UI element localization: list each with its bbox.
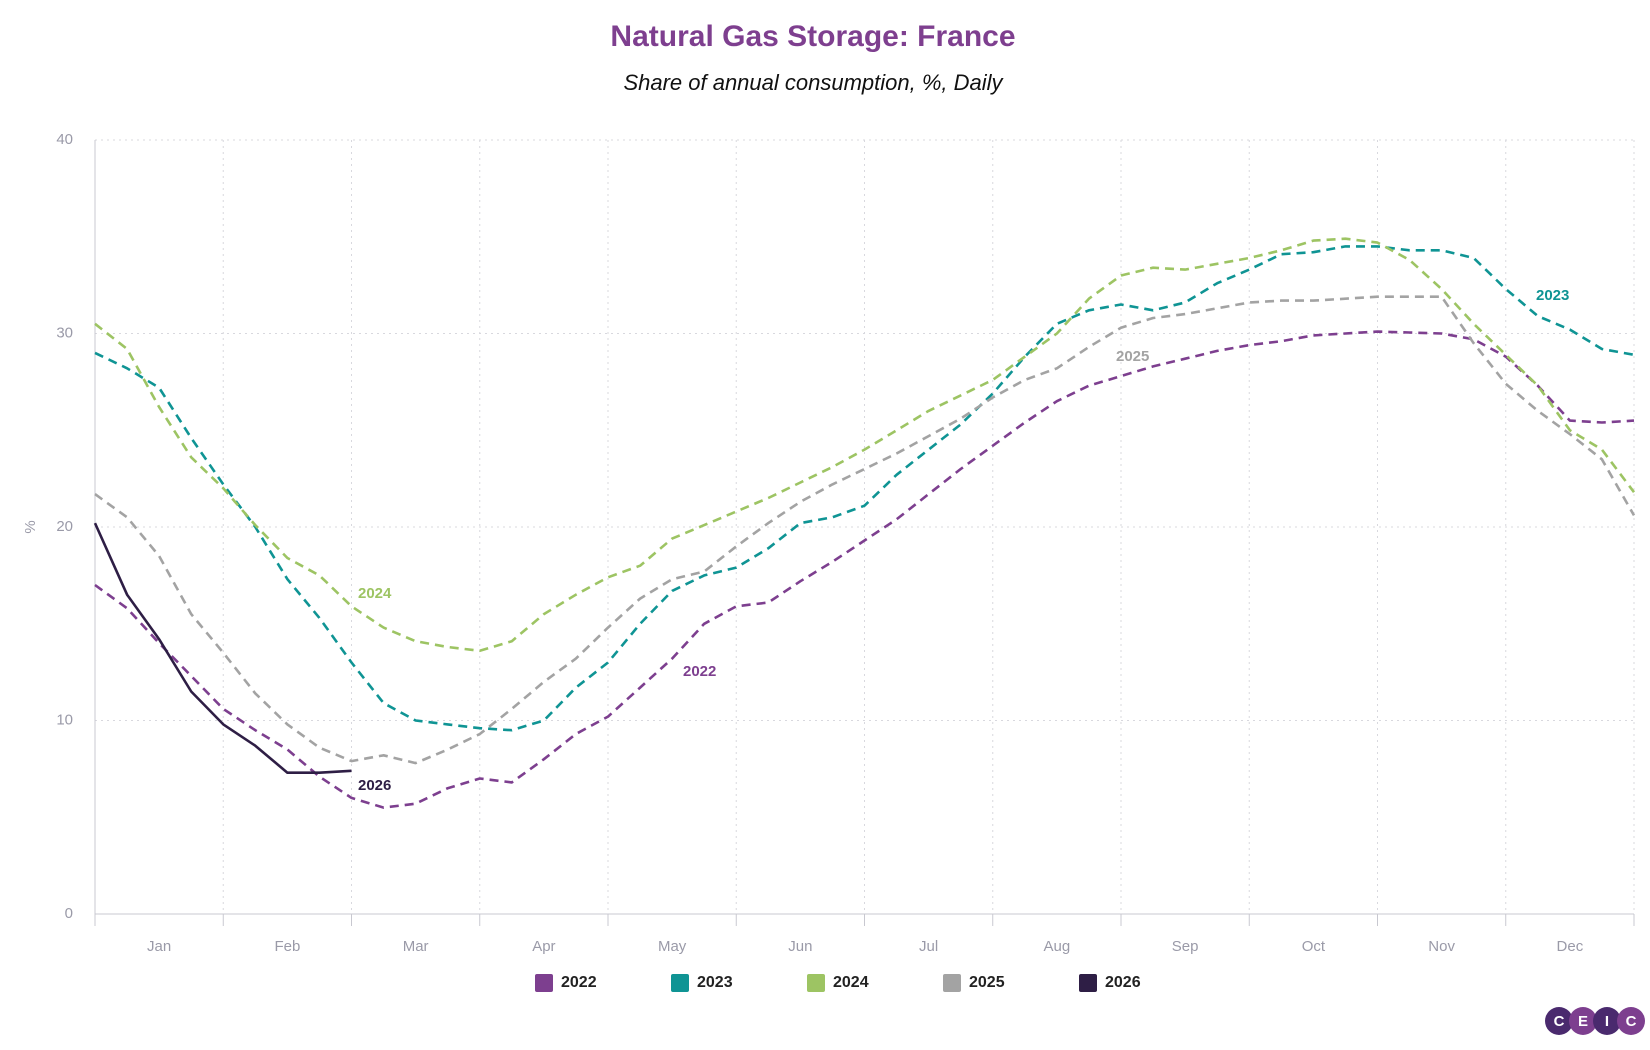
y-tick-label: 0 — [65, 905, 73, 922]
legend-swatch — [535, 974, 553, 992]
y-tick-label: 10 — [56, 711, 73, 728]
logo-circle — [1617, 1007, 1645, 1035]
annotation: 2023 — [1536, 287, 1569, 304]
legend-swatch — [671, 974, 689, 992]
series-line — [94, 237, 1636, 653]
logo-circle — [1545, 1007, 1573, 1035]
x-tick-label: Jul — [919, 938, 938, 955]
series-line — [94, 330, 1635, 809]
legend-label: 2022 — [561, 974, 597, 991]
x-tick-label: Aug — [1044, 938, 1071, 955]
chart-title: Natural Gas Storage: France — [610, 20, 1015, 53]
annotation: 2024 — [358, 585, 392, 602]
legend-swatch — [807, 974, 825, 992]
annotation: 2025 — [1116, 348, 1149, 365]
chart-subtitle: Share of annual consumption, %, Daily — [623, 70, 1004, 95]
x-tick-label: Sep — [1172, 938, 1199, 955]
annotation: 2022 — [683, 663, 716, 680]
x-tick-label: Nov — [1428, 938, 1455, 955]
legend-label: 2023 — [697, 974, 733, 991]
x-tick-label: Dec — [1557, 938, 1584, 955]
x-tick-label: Mar — [403, 938, 429, 955]
logo-circle — [1569, 1007, 1597, 1035]
logo-circle — [1593, 1007, 1621, 1035]
logo-letter: C — [1626, 1013, 1637, 1030]
annotation: 2026 — [358, 777, 391, 794]
logo-letter: C — [1554, 1013, 1565, 1030]
legend-swatch — [1079, 974, 1097, 992]
y-tick-label: 30 — [56, 324, 73, 341]
x-tick-label: May — [658, 938, 687, 955]
legend-label: 2026 — [1105, 974, 1141, 991]
logo-letter: I — [1605, 1013, 1609, 1030]
legend-swatch — [943, 974, 961, 992]
x-tick-label: Jun — [788, 938, 812, 955]
x-tick-label: Feb — [274, 938, 300, 955]
series-line — [93, 522, 352, 774]
x-tick-label: Jan — [147, 938, 171, 955]
logo-letter: E — [1578, 1013, 1588, 1030]
series-line — [94, 245, 1635, 732]
legend-label: 2024 — [833, 974, 869, 991]
x-tick-label: Apr — [532, 938, 555, 955]
y-tick-label: 40 — [56, 131, 73, 148]
y-tick-label: 20 — [56, 518, 73, 535]
series-line — [94, 295, 1636, 765]
y-axis-label: % — [22, 520, 39, 533]
legend-label: 2025 — [969, 974, 1005, 991]
x-tick-label: Oct — [1302, 938, 1326, 955]
